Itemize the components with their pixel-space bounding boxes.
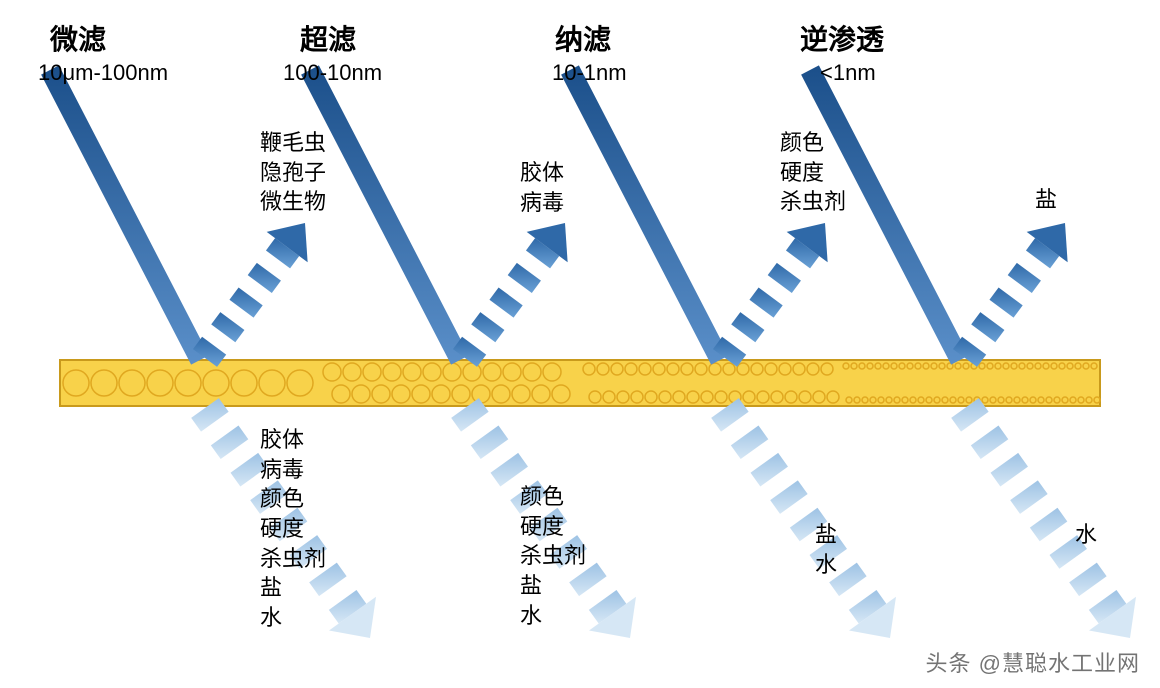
ultrafiltration-range: 100-10nm [283,60,382,86]
nanofiltration-passed: 盐水 [815,520,837,579]
nanofiltration-range: 10-1nm [552,60,627,86]
watermark: 头条 @慧聪水工业网 [926,646,1140,678]
nanofiltration-rejected: 颜色硬度杀虫剂 [780,128,846,217]
microfiltration-title: 微滤 [50,18,106,58]
reverse-osmosis-title: 逆渗透 [800,18,884,58]
reverse-osmosis-passed: 水 [1075,520,1097,550]
nanofiltration-title: 纳滤 [555,18,611,58]
ultrafiltration-passed: 颜色硬度杀虫剂盐水 [520,482,586,630]
ultrafiltration-title: 超滤 [300,18,356,58]
microfiltration-passed: 胶体病毒颜色硬度杀虫剂盐水 [260,425,326,633]
ultrafiltration-rejected: 胶体病毒 [520,158,564,217]
microfiltration-rejected: 鞭毛虫隐孢子微生物 [260,128,326,217]
reverse-osmosis-rejected: 盐 [1035,185,1057,215]
microfiltration-range: 10μm-100nm [38,60,168,86]
reverse-osmosis-range: <1nm [820,60,876,86]
